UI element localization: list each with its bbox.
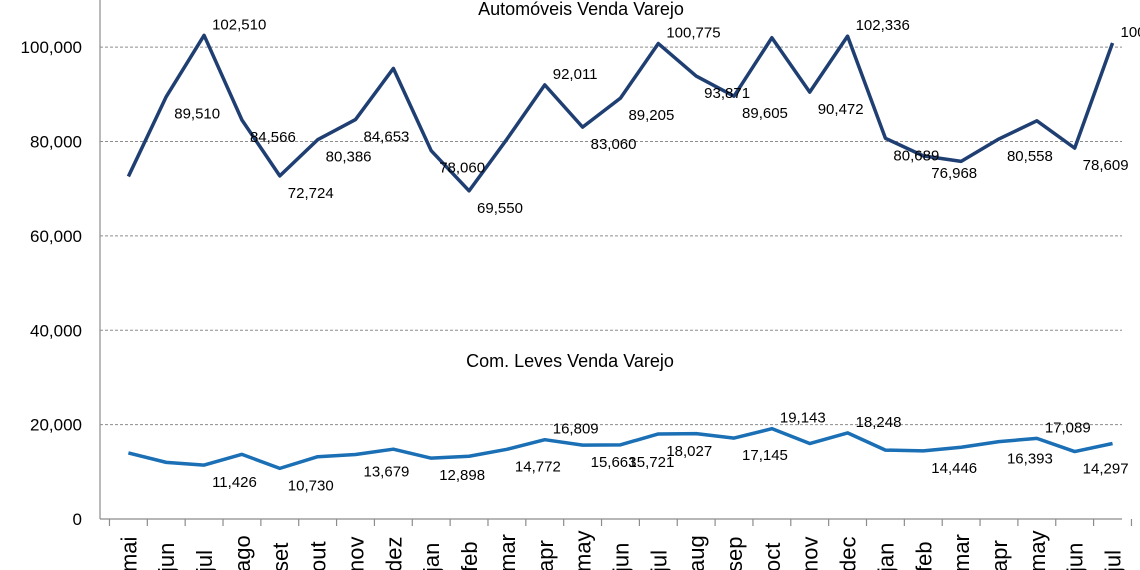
x-tick-label: jul <box>646 550 671 570</box>
data-label: 18,248 <box>856 414 902 431</box>
x-tick-label: jul <box>192 550 217 570</box>
x-tick-label: jul <box>1101 550 1126 570</box>
data-label: 12,898 <box>439 467 485 484</box>
data-label: 84,653 <box>364 129 410 146</box>
data-label: 80,689 <box>893 147 939 164</box>
x-tick-label: may <box>1025 530 1050 570</box>
y-tick-label: 60,000 <box>30 227 82 246</box>
data-label: 80,558 <box>1007 148 1053 165</box>
data-label: 13,679 <box>364 463 410 480</box>
data-label: 89,605 <box>742 105 788 122</box>
x-tick-label: feb <box>911 541 936 570</box>
x-tick-label: feb <box>457 541 482 570</box>
data-label: 69,550 <box>477 200 523 217</box>
data-label: 90,472 <box>818 101 864 118</box>
x-tick-label: dec <box>836 537 861 570</box>
y-tick-label: 40,000 <box>30 321 82 340</box>
y-tick-label: 80,000 <box>30 133 82 152</box>
x-tick-label: set <box>268 543 293 570</box>
data-label: 78,609 <box>1083 157 1129 174</box>
x-tick-label: apr <box>987 540 1012 570</box>
data-label: 15,663 <box>591 454 637 471</box>
x-tick-label: may <box>571 530 596 570</box>
y-tick-label: 0 <box>73 510 82 529</box>
data-label: 72,724 <box>288 185 334 202</box>
x-tick-label: mar <box>949 534 974 570</box>
data-labels: 89,510 102,510 84,566 72,724 80,386 84,653 78,… <box>174 16 1140 494</box>
x-tick-label: aug <box>684 535 709 570</box>
data-label: 10,730 <box>288 477 334 494</box>
data-label: 102,510 <box>212 16 266 33</box>
x-tick-label: mar <box>495 534 520 570</box>
data-label: 17,145 <box>742 447 788 464</box>
x-tick-label: dez <box>381 537 406 570</box>
series-title-com-leves: Com. Leves Venda Varejo <box>466 351 674 371</box>
data-label: 17,089 <box>1045 419 1091 436</box>
x-tick-label: apr <box>533 540 558 570</box>
x-tick-label: sep <box>722 537 747 570</box>
data-label: 76,968 <box>931 165 977 182</box>
data-label: 84,566 <box>250 129 296 146</box>
data-label: 102,336 <box>856 17 910 34</box>
y-tick-label: 20,000 <box>30 416 82 435</box>
series-line-1 <box>126 33 1115 193</box>
data-label: 93,871 <box>704 85 750 102</box>
x-tick-label: jan <box>873 543 898 570</box>
data-label: 89,510 <box>174 106 220 123</box>
y-tick-label: 100,000 <box>21 38 82 57</box>
series-lines <box>126 33 1115 471</box>
data-label: 80,386 <box>326 149 372 166</box>
x-tick-label: oct <box>760 543 785 570</box>
data-label: 19,143 <box>780 410 826 427</box>
data-label: 14,446 <box>931 460 977 477</box>
x-tick-label: jun <box>154 543 179 570</box>
data-label: 14,297 <box>1083 461 1129 478</box>
x-tick-label: nov <box>344 537 369 570</box>
data-label: 89,205 <box>628 107 674 124</box>
data-label: 16,393 <box>1007 451 1053 468</box>
data-label: 100,892 <box>1121 24 1140 41</box>
x-tick-label: ago <box>230 535 255 570</box>
data-label: 83,060 <box>591 136 637 153</box>
data-label: 100,775 <box>666 25 720 42</box>
gridlines <box>100 46 1122 426</box>
data-label: 18,027 <box>666 443 712 460</box>
x-tick-label: jun <box>608 543 633 570</box>
data-label: 14,772 <box>515 458 561 475</box>
data-label: 16,809 <box>553 421 599 438</box>
data-label: 11,426 <box>212 474 257 491</box>
series-title-automoveis: Automóveis Venda Varejo <box>478 0 684 19</box>
series-line-2 <box>127 426 1113 471</box>
data-label: 78,060 <box>439 160 485 177</box>
x-tick-label: jan <box>419 543 444 570</box>
x-tick-label: nov <box>798 537 823 570</box>
x-tick-label: jun <box>1063 543 1088 570</box>
x-tick-label: out <box>306 541 331 570</box>
data-label: 92,011 <box>553 66 598 83</box>
x-tick-label: mai <box>116 537 141 570</box>
data-label: 15,721 <box>628 454 674 471</box>
